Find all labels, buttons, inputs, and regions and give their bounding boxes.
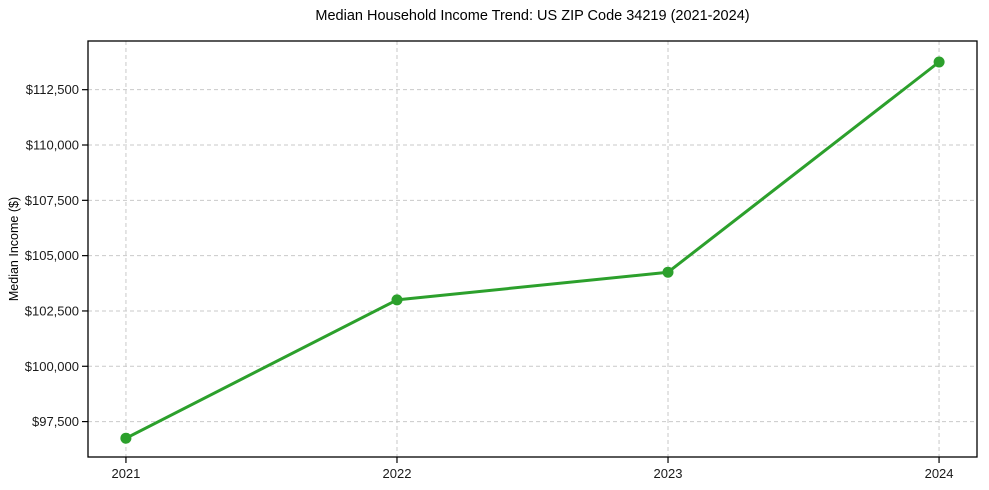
data-point (391, 294, 403, 306)
x-tick-label: 2023 (654, 466, 683, 481)
data-point (662, 266, 674, 278)
y-tick-label: $97,500 (32, 414, 79, 429)
y-tick-label: $112,500 (26, 82, 79, 97)
x-tick-label: 2024 (925, 466, 954, 481)
y-tick-label: $110,000 (26, 138, 79, 153)
x-tick-label: 2022 (383, 466, 412, 481)
x-tick-label: 2021 (111, 466, 140, 481)
y-tick-label: $105,000 (25, 248, 79, 263)
data-point (120, 432, 132, 444)
data-point (933, 56, 945, 68)
y-tick-label: $100,000 (25, 359, 79, 374)
y-tick-label: $107,500 (25, 193, 79, 208)
chart-title: Median Household Income Trend: US ZIP Co… (315, 8, 750, 24)
y-tick-label: $102,500 (25, 303, 79, 318)
trend-line (124, 60, 941, 440)
plot-border (87, 40, 978, 458)
